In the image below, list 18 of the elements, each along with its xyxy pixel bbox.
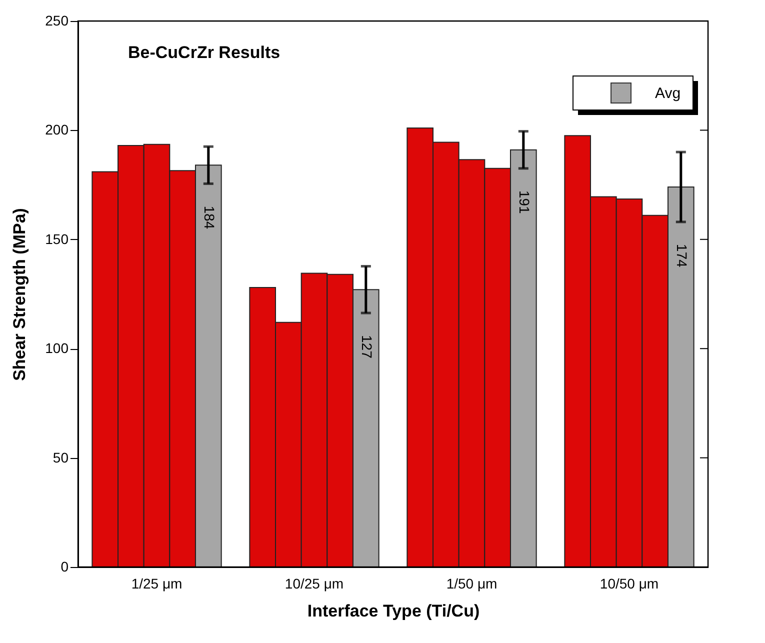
x-tick-label: 1/50 μm bbox=[446, 576, 498, 592]
data-label: 191 bbox=[516, 190, 532, 214]
y-tick-label: 200 bbox=[45, 122, 69, 138]
text: Be-CuCrZr Results bbox=[128, 43, 280, 62]
y-axis-title: Shear Strength (MPa) bbox=[10, 208, 30, 381]
data-label: 174 bbox=[674, 244, 690, 268]
y-tick-label: 250 bbox=[45, 12, 69, 28]
y-tick-label: 0 bbox=[60, 558, 69, 574]
x-tick-label: 10/50 μm bbox=[600, 576, 659, 592]
y-tick-label: 50 bbox=[52, 449, 69, 466]
data-label: 184 bbox=[201, 206, 218, 230]
y-tick-label: 150 bbox=[45, 230, 69, 247]
x-tick-label: 1/25 μm bbox=[131, 576, 182, 592]
data-label: 127 bbox=[358, 335, 375, 359]
y-tick-label: 100 bbox=[45, 340, 69, 356]
legend-label: Avg bbox=[655, 85, 681, 102]
x-tick-label: 10/25 μm bbox=[284, 576, 344, 592]
x-axis-title: Interface Type (Ti/Cu) bbox=[307, 602, 480, 620]
